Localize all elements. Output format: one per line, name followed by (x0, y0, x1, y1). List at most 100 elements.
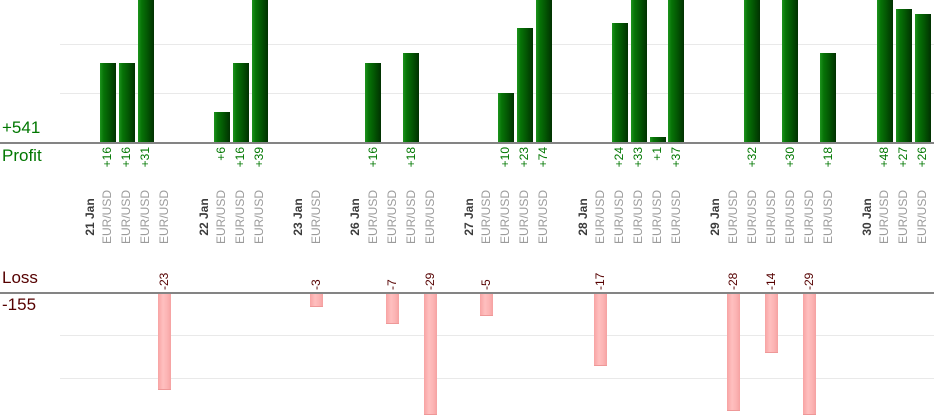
loss-value-label: -28 (725, 272, 740, 290)
profit-value-label: +30 (782, 147, 797, 168)
profit-bar (630, 0, 647, 142)
profit-series-name: Profit (2, 146, 42, 165)
date-label: 22 Jan (196, 198, 211, 236)
loss-value-label: -29 (801, 272, 816, 290)
loss-value-label: -23 (157, 272, 172, 290)
profit-bar (876, 0, 893, 142)
profit-value-label: +48 (877, 147, 892, 168)
loss-series-name: Loss (2, 268, 38, 287)
profit-value-label: +31 (138, 147, 153, 168)
symbol-label: EUR/USD (403, 189, 418, 245)
profit-bar (611, 23, 628, 142)
symbol-label: EUR/USD (498, 189, 513, 245)
gridline-profit-10 (60, 93, 934, 94)
gridline-loss-20 (60, 378, 934, 379)
date-label: 30 Jan (859, 198, 874, 236)
loss-bar (309, 294, 323, 308)
symbol-label: EUR/USD (100, 189, 115, 245)
profit-bar (213, 112, 230, 142)
profit-value-label: +27 (896, 147, 911, 168)
symbol-label: EUR/USD (517, 189, 532, 245)
symbol-label: EUR/USD (536, 189, 551, 245)
profit-bar (782, 0, 799, 142)
profit-value-label: +6 (214, 147, 229, 161)
loss-value-label: -7 (384, 279, 399, 290)
profit-value-label: +23 (517, 147, 532, 168)
date-label: 26 Jan (348, 198, 363, 236)
date-label: 27 Jan (461, 198, 476, 236)
profit-bar (914, 13, 931, 142)
symbol-label: EUR/USD (422, 189, 437, 245)
date-label: 29 Jan (708, 198, 723, 236)
symbol-label: EUR/USD (877, 189, 892, 245)
symbol-label: EUR/USD (252, 189, 267, 245)
loss-bar (764, 294, 778, 354)
loss-bar (802, 294, 816, 416)
profit-bar (820, 53, 837, 142)
symbol-label: EUR/USD (782, 189, 797, 245)
loss-value-label: -17 (593, 272, 608, 290)
profit-value-label: +74 (536, 147, 551, 168)
loss-bar (594, 294, 608, 366)
symbol-label: EUR/USD (214, 189, 229, 245)
profit-bar (251, 0, 268, 142)
profit-value-label: +10 (498, 147, 513, 168)
symbol-label: EUR/USD (138, 189, 153, 245)
profit-value-label: +18 (820, 147, 835, 168)
loss-value-label: -14 (763, 272, 778, 290)
profit-bar (895, 8, 912, 142)
symbol-label: EUR/USD (650, 189, 664, 245)
profit-bar (497, 92, 514, 142)
symbol-label: EUR/USD (384, 189, 399, 245)
symbol-label: EUR/USD (479, 189, 494, 245)
symbol-label: EUR/USD (308, 189, 323, 245)
profit-value-label: +16 (119, 147, 134, 168)
profit-bar (535, 0, 552, 142)
profit-value-label: +39 (252, 147, 267, 168)
loss-bar (480, 294, 494, 316)
profit-axis-line (0, 142, 934, 144)
profit-value-label: +26 (915, 147, 930, 168)
symbol-label: EUR/USD (119, 189, 134, 245)
gridline-profit-20 (60, 44, 934, 45)
gridline-loss-10 (60, 335, 934, 336)
symbol-label: EUR/USD (593, 189, 608, 245)
profit-bar (99, 62, 116, 142)
profit-bar (232, 62, 249, 142)
profit-bar (744, 0, 761, 142)
symbol-label: EUR/USD (801, 189, 816, 245)
symbol-label: EUR/USD (744, 189, 759, 245)
profit-value-label: +33 (631, 147, 646, 168)
loss-value-label: -5 (479, 279, 494, 290)
loss-bar (423, 294, 437, 416)
symbol-label: EUR/USD (233, 189, 248, 245)
symbol-label: EUR/USD (612, 189, 627, 245)
profit-value-label: +32 (744, 147, 759, 168)
profit-value-label: +1 (650, 147, 664, 161)
profit-value-label: +24 (612, 147, 627, 168)
date-label: 21 Jan (82, 198, 97, 236)
profit-value-label: +16 (233, 147, 248, 168)
profit-value-label: +16 (365, 147, 380, 168)
symbol-label: EUR/USD (157, 189, 172, 245)
loss-value-label: -29 (422, 272, 437, 290)
loss-bar (726, 294, 740, 412)
profit-bar (137, 0, 154, 142)
loss-bar (158, 294, 172, 391)
profit-bar (365, 62, 382, 142)
loss-axis-line (0, 292, 934, 294)
date-label: 28 Jan (575, 198, 590, 236)
profit-bar (118, 62, 135, 142)
loss-total-label: -155 (2, 295, 37, 314)
profit-bar (403, 53, 420, 142)
symbol-label: EUR/USD (896, 189, 911, 245)
symbol-label: EUR/USD (365, 189, 380, 245)
symbol-label: EUR/USD (915, 189, 930, 245)
symbol-label: EUR/USD (668, 189, 683, 245)
profit-value-label: +18 (403, 147, 418, 168)
symbol-label: EUR/USD (820, 189, 835, 245)
profit-bar (668, 0, 685, 142)
loss-bar (385, 294, 399, 325)
profit-bar (516, 28, 533, 142)
